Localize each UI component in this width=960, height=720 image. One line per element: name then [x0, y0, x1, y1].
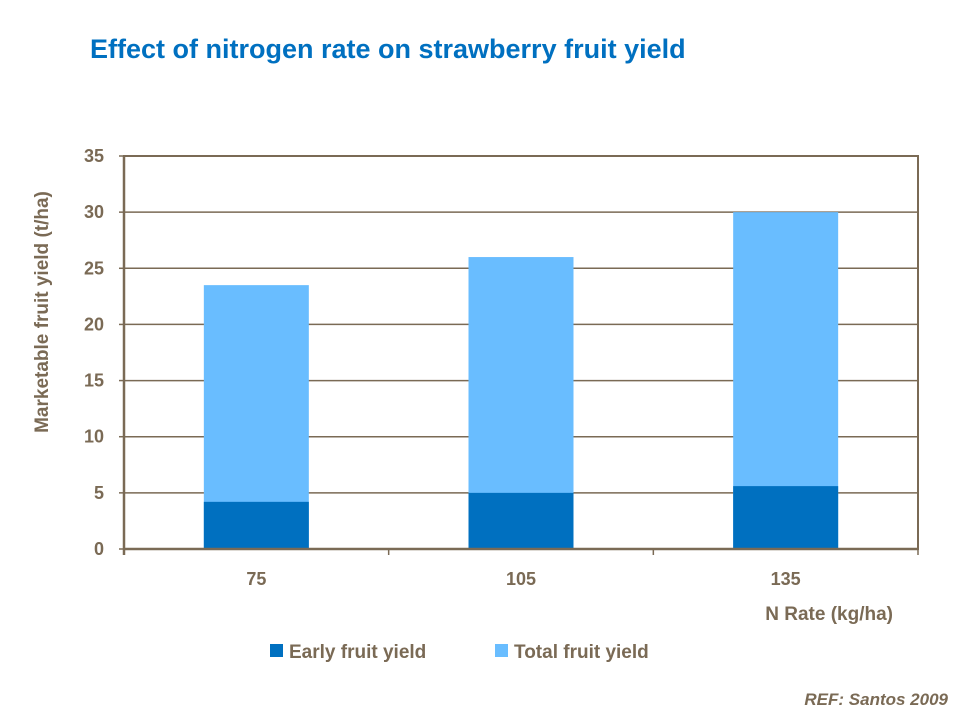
legend-swatch-0: [270, 644, 283, 657]
y-tick-label: 15: [84, 371, 104, 391]
y-tick-label: 35: [84, 146, 104, 166]
legend-swatch-1: [495, 644, 508, 657]
legend-label: Early fruit yield: [289, 642, 426, 663]
x-axis-label: N Rate (kg/ha): [765, 604, 893, 625]
y-tick-label: 0: [94, 539, 104, 559]
y-tick-label: 5: [94, 483, 104, 503]
y-axis-label: Marketable fruit yield (t/ha): [32, 191, 53, 433]
bar-early-135: [733, 486, 839, 549]
y-tick-label: 30: [84, 202, 104, 222]
chart-title: Effect of nitrogen rate on strawberry fr…: [90, 34, 686, 64]
legend-label: Total fruit yield: [514, 642, 649, 663]
bar-early-105: [468, 492, 574, 549]
y-tick-label: 25: [84, 258, 104, 278]
bar-early-75: [203, 501, 309, 549]
reference-text: REF: Santos 2009: [804, 690, 948, 709]
x-tick-label: 75: [246, 569, 266, 589]
y-tick-label: 20: [84, 314, 104, 334]
y-tick-label: 10: [84, 427, 104, 447]
x-tick-label: 105: [506, 569, 536, 589]
x-tick-label: 135: [771, 569, 801, 589]
